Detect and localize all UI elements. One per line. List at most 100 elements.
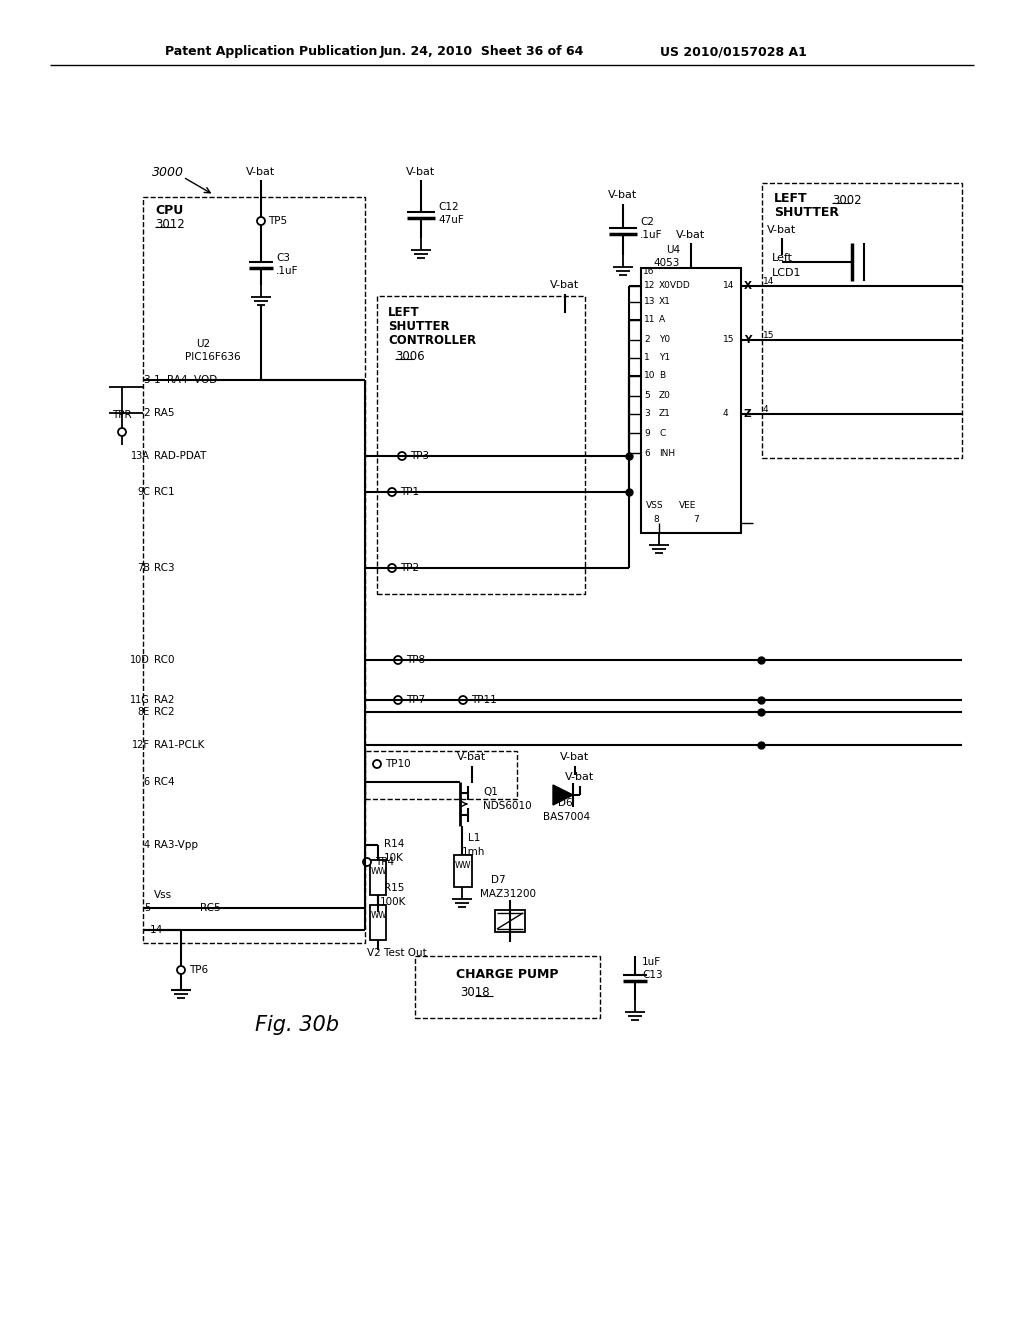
Circle shape	[257, 216, 265, 224]
Text: RA4  VOD: RA4 VOD	[167, 375, 217, 385]
Text: 16: 16	[643, 267, 654, 276]
Text: Jun. 24, 2010  Sheet 36 of 64: Jun. 24, 2010 Sheet 36 of 64	[380, 45, 585, 58]
Text: RC4: RC4	[154, 777, 175, 787]
Text: 11: 11	[644, 315, 655, 325]
Text: SHUTTER: SHUTTER	[388, 321, 450, 334]
Text: TP5: TP5	[268, 216, 287, 226]
Text: C3: C3	[276, 253, 290, 263]
Text: CPU: CPU	[155, 203, 183, 216]
Text: R14: R14	[384, 840, 404, 849]
Bar	[415, 956, 600, 1018]
Text: RA3-Vpp: RA3-Vpp	[154, 840, 198, 850]
Bar	[143, 197, 365, 942]
Polygon shape	[553, 785, 573, 805]
Text: V-bat: V-bat	[677, 230, 706, 240]
Text: V-bat: V-bat	[458, 752, 486, 762]
Text: V-bat: V-bat	[407, 168, 435, 177]
Text: WW: WW	[371, 912, 387, 920]
Text: 14: 14	[150, 925, 163, 935]
Circle shape	[177, 966, 185, 974]
Text: 1: 1	[154, 375, 161, 385]
Text: 9: 9	[644, 429, 650, 437]
Text: TP8: TP8	[406, 655, 425, 665]
Text: Left: Left	[772, 253, 793, 263]
Text: 10K: 10K	[384, 853, 403, 863]
Text: Y0: Y0	[659, 335, 670, 345]
Text: CHARGE PUMP: CHARGE PUMP	[456, 969, 558, 982]
Text: D6: D6	[558, 799, 572, 808]
Bar	[377, 296, 585, 594]
Text: C12: C12	[438, 202, 459, 213]
Text: 5: 5	[143, 903, 150, 913]
Text: L1: L1	[468, 833, 480, 843]
Text: 8E: 8E	[138, 708, 150, 717]
Text: TPR: TPR	[112, 411, 132, 420]
Text: Fig. 30b: Fig. 30b	[255, 1015, 339, 1035]
Text: VEE: VEE	[679, 500, 696, 510]
Text: 3000: 3000	[152, 166, 184, 180]
Circle shape	[394, 696, 402, 704]
Text: V-bat: V-bat	[565, 772, 595, 781]
Text: LEFT: LEFT	[388, 306, 420, 319]
Text: Z: Z	[744, 409, 752, 418]
Circle shape	[459, 696, 467, 704]
Bar	[370, 906, 386, 940]
Circle shape	[388, 488, 396, 496]
Bar	[495, 909, 525, 932]
Text: TP1: TP1	[400, 487, 419, 498]
Text: 14: 14	[723, 281, 734, 290]
Bar	[762, 183, 962, 458]
Text: TP3: TP3	[410, 451, 429, 461]
Text: RC0: RC0	[154, 655, 174, 665]
Text: 10: 10	[644, 371, 655, 380]
Text: 14: 14	[763, 277, 774, 286]
Bar	[454, 855, 472, 887]
Text: RA5: RA5	[154, 408, 174, 418]
Text: V-bat: V-bat	[560, 752, 590, 762]
Text: U4: U4	[666, 246, 680, 255]
Text: C2: C2	[640, 216, 654, 227]
Text: RC1: RC1	[154, 487, 175, 498]
Text: TP10: TP10	[385, 759, 411, 770]
Text: 4: 4	[723, 409, 729, 418]
Text: 8: 8	[653, 515, 658, 524]
Text: RA1-PCLK: RA1-PCLK	[154, 741, 205, 750]
Text: BAS7004: BAS7004	[543, 812, 590, 822]
Text: MAZ31200: MAZ31200	[480, 888, 536, 899]
Text: 15: 15	[763, 331, 774, 341]
Text: 3: 3	[644, 409, 650, 418]
Text: 47uF: 47uF	[438, 215, 464, 224]
Text: X0VDD: X0VDD	[659, 281, 691, 290]
Text: 3006: 3006	[395, 350, 425, 363]
Circle shape	[388, 564, 396, 572]
Text: .1uF: .1uF	[276, 267, 299, 276]
Circle shape	[118, 428, 126, 436]
Text: Y: Y	[744, 335, 752, 345]
Text: Z1: Z1	[659, 409, 671, 418]
Text: WW: WW	[455, 862, 471, 870]
Text: VSS: VSS	[646, 500, 664, 510]
Text: NDS6010: NDS6010	[483, 801, 531, 810]
Text: RC2: RC2	[154, 708, 175, 717]
Circle shape	[362, 858, 371, 866]
Text: 2: 2	[143, 408, 150, 418]
Text: 10D: 10D	[130, 655, 150, 665]
Text: 1mh: 1mh	[462, 847, 485, 857]
Text: 3018: 3018	[460, 986, 489, 999]
Text: 4: 4	[763, 405, 769, 414]
Text: D7: D7	[490, 875, 505, 884]
Text: RC3: RC3	[154, 564, 175, 573]
Text: PIC16F636: PIC16F636	[185, 352, 241, 362]
Circle shape	[394, 656, 402, 664]
Text: 1uF: 1uF	[642, 957, 662, 968]
Text: C: C	[659, 429, 666, 437]
Text: Q1: Q1	[483, 787, 498, 797]
Text: B: B	[659, 371, 666, 380]
Text: US 2010/0157028 A1: US 2010/0157028 A1	[660, 45, 807, 58]
Text: 3012: 3012	[155, 218, 184, 231]
Text: 11G: 11G	[130, 696, 150, 705]
Text: 13A: 13A	[131, 451, 150, 461]
Text: LEFT: LEFT	[774, 191, 808, 205]
Text: 7: 7	[693, 515, 698, 524]
Text: 1: 1	[644, 354, 650, 363]
